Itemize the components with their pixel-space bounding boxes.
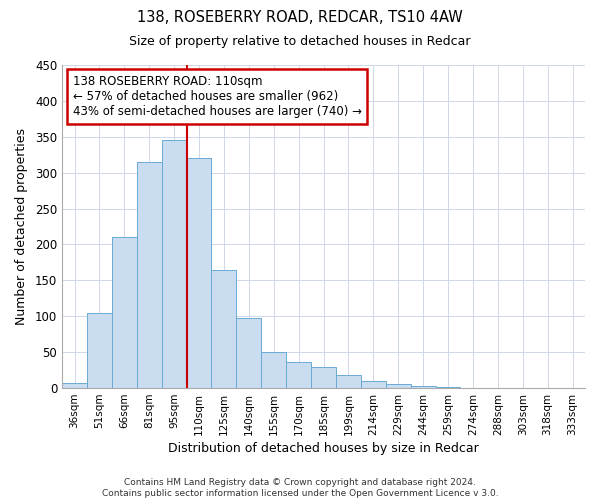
Bar [62, 383, 87, 388]
Bar [261, 352, 286, 388]
Bar [87, 312, 112, 388]
Bar [211, 270, 236, 388]
Bar [137, 162, 161, 388]
Bar [286, 362, 311, 388]
Bar [112, 238, 137, 388]
Text: Size of property relative to detached houses in Redcar: Size of property relative to detached ho… [129, 35, 471, 48]
Bar [336, 375, 361, 388]
Bar [410, 386, 436, 388]
Bar [187, 158, 211, 388]
X-axis label: Distribution of detached houses by size in Redcar: Distribution of detached houses by size … [168, 442, 479, 455]
Bar [161, 140, 187, 388]
Bar [311, 366, 336, 388]
Text: 138, ROSEBERRY ROAD, REDCAR, TS10 4AW: 138, ROSEBERRY ROAD, REDCAR, TS10 4AW [137, 10, 463, 25]
Text: 138 ROSEBERRY ROAD: 110sqm
← 57% of detached houses are smaller (962)
43% of sem: 138 ROSEBERRY ROAD: 110sqm ← 57% of deta… [73, 74, 362, 118]
Bar [361, 381, 386, 388]
Bar [236, 318, 261, 388]
Text: Contains HM Land Registry data © Crown copyright and database right 2024.
Contai: Contains HM Land Registry data © Crown c… [101, 478, 499, 498]
Bar [386, 384, 410, 388]
Bar [436, 386, 460, 388]
Y-axis label: Number of detached properties: Number of detached properties [15, 128, 28, 325]
